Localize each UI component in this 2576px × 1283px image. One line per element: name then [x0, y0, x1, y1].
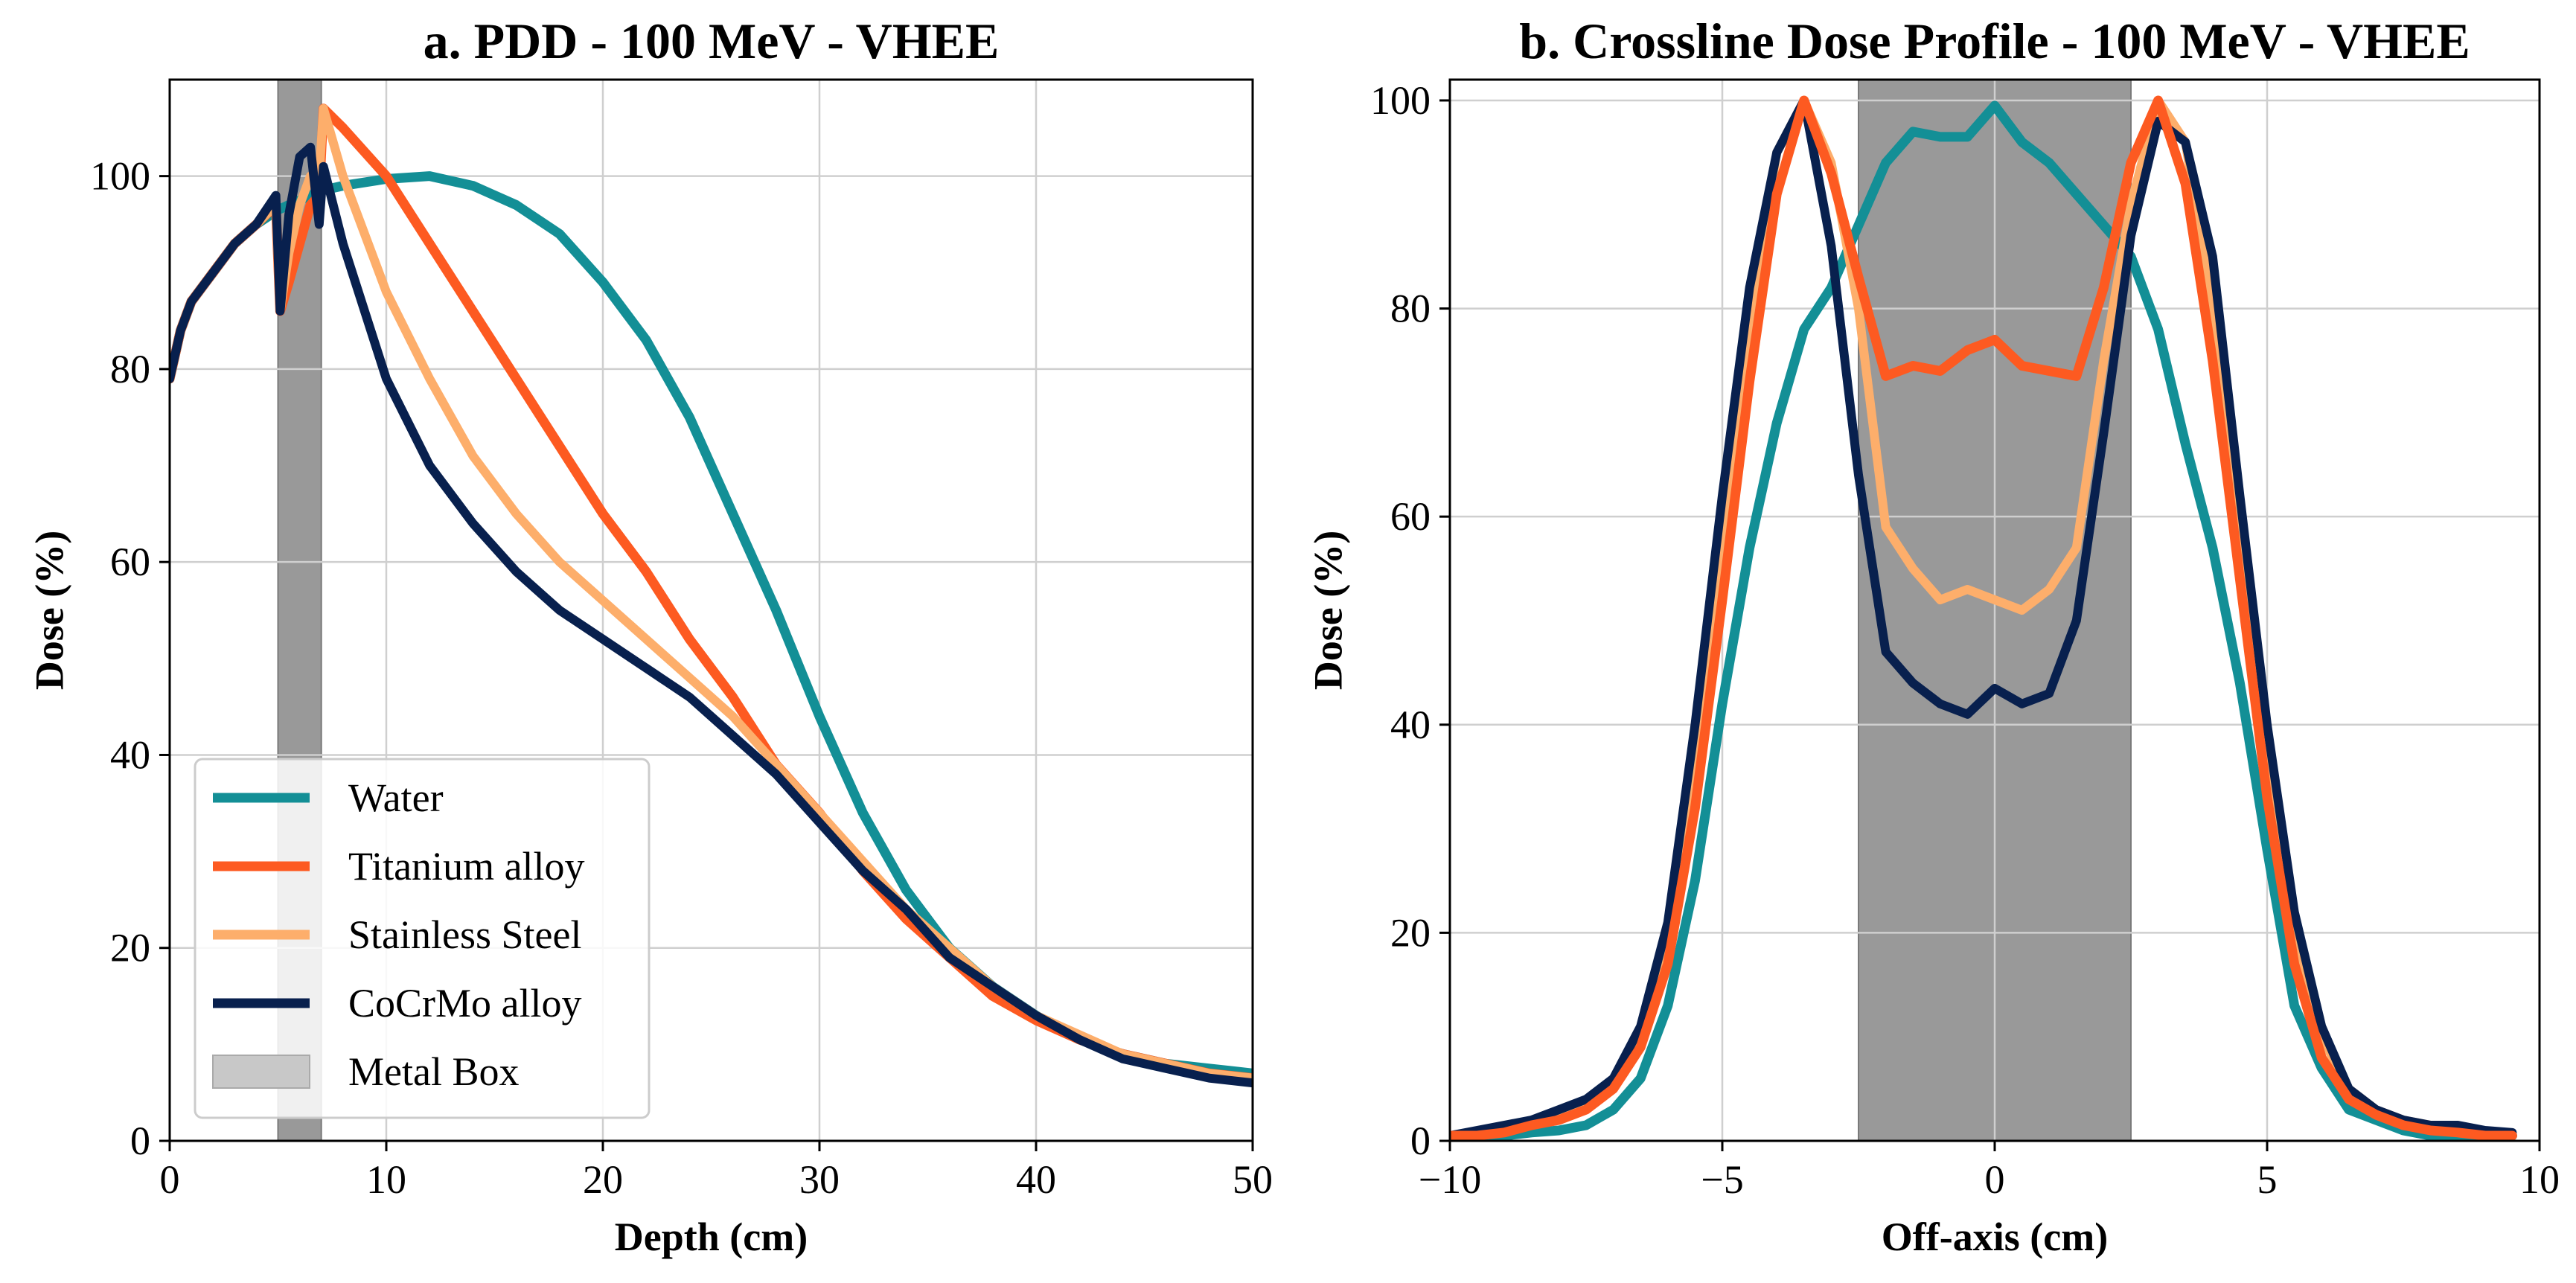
y-tick-label: 40 [1390, 703, 1431, 747]
y-tick-label: 40 [110, 732, 150, 777]
y-tick-label: 20 [1390, 910, 1431, 955]
legend-label: Titanium alloy [348, 844, 585, 889]
panel-a-legend: Water Titanium alloy Stainless Steel CoCrMo… [194, 758, 651, 1119]
panel-b-y-axis-label: Dose (%) [1305, 531, 1350, 690]
panel-a-ticks: 0 10 20 30 40 50 0 20 40 60 80 100 [90, 154, 1273, 1202]
x-tick-label: 40 [1016, 1157, 1056, 1202]
legend-box [194, 758, 651, 1119]
y-tick-label: 20 [110, 926, 150, 970]
x-tick-label: 50 [1233, 1157, 1273, 1202]
panel-a-axes-frame [168, 78, 1254, 1142]
panel-b-x-axis-label: Off-axis (cm) [1882, 1215, 2108, 1259]
series-line-cocrmo-alloy [1450, 96, 2517, 1140]
panel-a-x-axis-label: Depth (cm) [615, 1215, 808, 1259]
series-line-cocrmo-alloy [170, 142, 1253, 1088]
x-tick-label: 30 [799, 1157, 840, 1202]
y-tick-label: 80 [1390, 287, 1431, 331]
panel-a-title: a. PDD - 100 MeV - VHEE [424, 13, 1000, 69]
y-tick-label: 0 [130, 1119, 150, 1163]
series-line-titanium-alloy [1450, 95, 2517, 1141]
x-tick-label: −10 [1419, 1157, 1481, 1202]
x-tick-label: −5 [1701, 1157, 1743, 1202]
y-tick-label: 80 [110, 347, 150, 391]
y-tick-label: 60 [110, 540, 150, 584]
x-tick-label: 20 [583, 1157, 623, 1202]
panel-b-title: b. Crossline Dose Profile - 100 MeV - VH… [1519, 13, 2470, 69]
legend-label: Water [348, 775, 444, 820]
panel-b-series [1450, 95, 2517, 1141]
y-tick-label: 100 [90, 154, 150, 199]
x-tick-label: 5 [2257, 1157, 2278, 1202]
y-tick-label: 60 [1390, 494, 1431, 539]
series-line-water [1450, 100, 2517, 1141]
panel-a-pdd: 0 10 20 30 40 50 0 20 40 60 80 100 a. PDD - 100 MeV… [27, 13, 1273, 1259]
y-tick-label: 100 [1370, 78, 1431, 123]
x-tick-label: 10 [366, 1157, 406, 1202]
legend-label: CoCrMo alloy [348, 981, 582, 1026]
x-tick-label: 0 [1985, 1157, 2005, 1202]
x-tick-label: 10 [2519, 1157, 2560, 1202]
legend-label: Stainless Steel [348, 912, 581, 957]
panel-a-series [170, 103, 1253, 1088]
legend-label: Metal Box [348, 1049, 519, 1094]
legend-swatch-metal-box [212, 1055, 310, 1089]
panel-a-y-axis-label: Dose (%) [27, 531, 71, 690]
y-tick-label: 0 [1410, 1119, 1431, 1163]
x-tick-label: 0 [160, 1157, 180, 1202]
